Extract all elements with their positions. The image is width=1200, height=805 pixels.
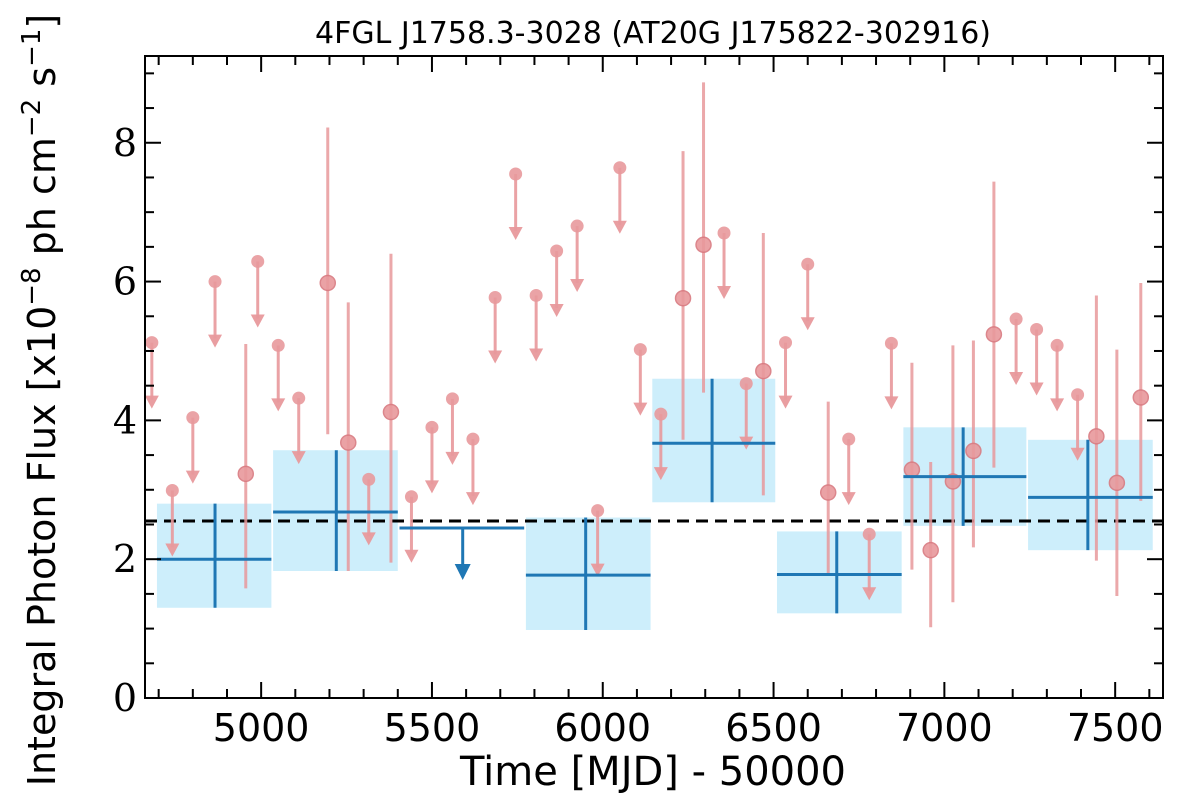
upper-limit-arrow — [508, 226, 523, 240]
upper-limit-point — [292, 391, 306, 405]
y-tick-label: 0 — [113, 676, 137, 720]
upper-limit-point — [739, 377, 753, 391]
upper-limit-point — [779, 336, 793, 350]
upper-limit-point — [654, 407, 668, 421]
upper-limit-point — [862, 527, 876, 541]
x-tick-label: 5500 — [384, 706, 481, 750]
upper-limit-arrow — [778, 395, 793, 409]
upper-limit-arrow — [445, 451, 460, 465]
upper-limit-arrow — [1009, 372, 1024, 386]
bin-error-band — [652, 378, 776, 503]
bin-upper-limit-arrow — [454, 563, 471, 580]
detection-point — [922, 541, 939, 559]
x-tick-label: 7000 — [896, 706, 993, 750]
detection-point — [340, 434, 357, 451]
detection-point — [319, 274, 337, 292]
upper-limit-arrow — [653, 467, 668, 481]
upper-limit-arrow — [841, 492, 856, 506]
upper-limit-point — [425, 420, 439, 434]
upper-limit-arrow — [250, 314, 265, 328]
y-axis-label: Integral Photon Flux [x10−8 ph cm−2 s−1] — [17, 14, 64, 787]
x-tick-label: 5000 — [213, 706, 310, 750]
detection-point — [674, 289, 692, 307]
upper-limit-point — [445, 392, 459, 406]
upper-limit-point — [145, 336, 159, 350]
upper-limit-point — [362, 472, 376, 486]
upper-limit-point — [570, 219, 584, 233]
upper-limit-point — [613, 161, 627, 175]
upper-limit-arrow — [1070, 447, 1085, 461]
upper-limit-arrow — [144, 395, 159, 409]
detection-point — [965, 442, 982, 460]
upper-limit-point — [488, 291, 502, 305]
upper-limit-arrow — [404, 549, 419, 563]
y-tick-label: 2 — [113, 537, 137, 581]
y-tick-label: 6 — [113, 260, 137, 304]
detection-point — [1108, 474, 1126, 492]
bin-error-band — [1028, 439, 1153, 551]
detection-point — [1132, 389, 1150, 406]
upper-limit-point — [717, 226, 731, 240]
upper-limit-arrow — [208, 334, 223, 348]
detection-point — [1088, 428, 1105, 445]
x-tick-label: 7500 — [1067, 706, 1164, 750]
upper-limit-arrow — [529, 348, 544, 362]
upper-limit-point — [404, 490, 418, 504]
upper-limit-point — [509, 167, 523, 181]
upper-limit-point — [591, 504, 605, 518]
x-axis-label: Time [MJD] - 50000 — [459, 749, 846, 795]
upper-limit-point — [884, 336, 898, 350]
upper-limit-point — [466, 432, 480, 446]
upper-limit-point — [165, 483, 179, 497]
upper-limit-arrow — [884, 396, 899, 410]
plot-frame — [144, 55, 1164, 699]
detection-point — [237, 465, 255, 483]
upper-limit-arrow — [424, 480, 439, 494]
upper-limit-point — [1071, 388, 1085, 402]
upper-limit-point — [1030, 322, 1044, 336]
upper-limit-arrow — [1050, 398, 1065, 412]
upper-limit-point — [633, 343, 647, 357]
y-tick-label: 8 — [113, 121, 137, 165]
y-tick-label: 4 — [113, 398, 137, 442]
upper-limit-point — [271, 338, 285, 352]
upper-limit-point — [186, 411, 200, 425]
upper-limit-arrow — [633, 402, 648, 416]
chart-title: 4FGL J1758.3-3028 (AT20G J175822-302916) — [315, 16, 991, 51]
upper-limit-point — [208, 275, 222, 289]
x-tick-label: 6500 — [725, 706, 822, 750]
upper-limit-arrow — [612, 220, 627, 234]
upper-limit-arrow — [590, 563, 605, 577]
upper-limit-arrow — [862, 587, 877, 601]
detection-point — [695, 236, 712, 254]
upper-limit-arrow — [488, 350, 503, 364]
detection-point — [382, 403, 400, 421]
detection-point — [985, 326, 1003, 343]
upper-limit-arrow — [165, 543, 180, 557]
upper-limit-arrow — [717, 285, 732, 299]
upper-limit-arrow — [465, 492, 480, 506]
upper-limit-point — [251, 254, 265, 268]
upper-limit-arrow — [361, 532, 376, 546]
upper-limit-arrow — [800, 317, 815, 331]
detection-point — [755, 362, 772, 380]
upper-limit-arrow — [291, 451, 306, 465]
detection-point — [819, 484, 837, 501]
upper-limit-arrow — [185, 470, 200, 484]
upper-limit-point — [842, 432, 856, 446]
upper-limit-point — [801, 257, 815, 271]
upper-limit-point — [529, 288, 543, 302]
upper-limit-point — [550, 244, 564, 258]
upper-limit-arrow — [271, 398, 286, 412]
upper-limit-arrow — [549, 304, 564, 318]
upper-limit-arrow — [1029, 382, 1044, 396]
x-tick-label: 6000 — [554, 706, 651, 750]
bin-error-band — [776, 531, 902, 614]
upper-limit-point — [1009, 312, 1023, 326]
detection-point — [903, 461, 921, 478]
upper-limit-arrow — [570, 279, 585, 293]
upper-limit-point — [1050, 338, 1064, 352]
